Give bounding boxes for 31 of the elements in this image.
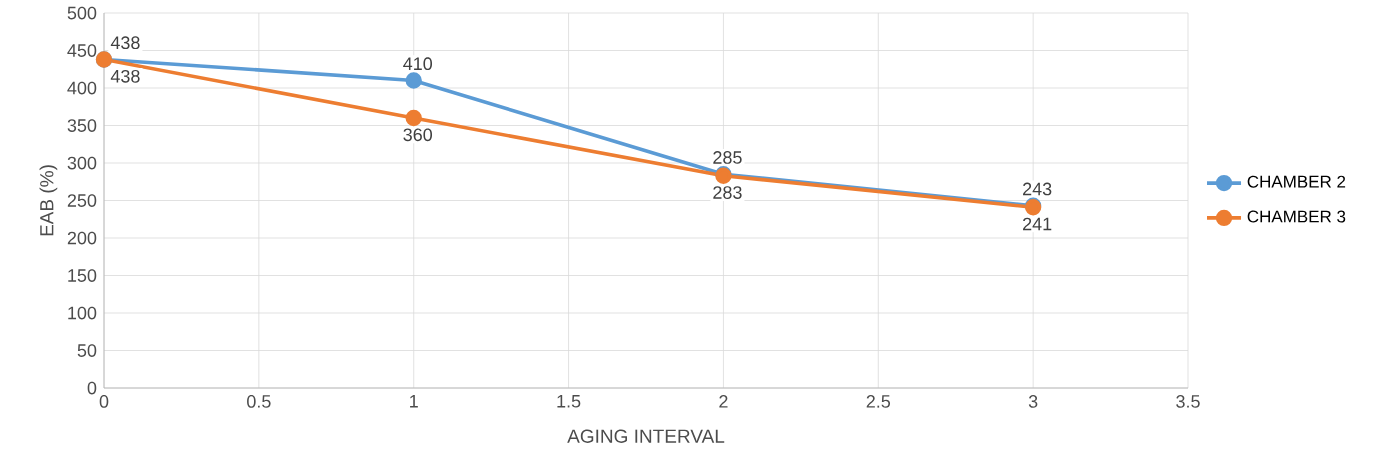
data-label: 438 [110,69,140,83]
y-tick-label: 450 [67,44,97,57]
legend-label: CHAMBER 3 [1247,210,1346,223]
x-tick-label: 2 [719,395,728,408]
data-label: 360 [403,128,433,142]
y-tick-label: 500 [67,6,97,20]
x-tick-label: 2.5 [866,395,891,408]
x-tick-label: 0.5 [247,395,271,408]
data-label: 438 [110,36,140,50]
legend-label: CHAMBER 2 [1247,175,1346,188]
y-axis-title: EAB (%) [39,165,58,236]
x-tick-label: 0 [99,395,109,408]
y-tick-label: 400 [67,81,97,95]
y-tick-label: 350 [67,119,97,132]
x-tick-label: 3.5 [1176,395,1200,408]
data-label: 283 [713,186,742,199]
data-label: 285 [713,151,742,164]
x-axis-title: AGING INTERVAL [567,429,725,443]
data-label: 241 [1023,217,1052,231]
data-label: 243 [1023,182,1052,196]
x-tick-label: 3 [1028,395,1038,408]
y-tick-label: 200 [67,231,97,245]
y-tick-label: 300 [67,156,97,170]
x-tick-label: 1 [410,395,418,408]
y-tick-label: 150 [68,269,97,282]
data-label: 410 [403,57,433,71]
y-tick-label: 50 [77,344,97,357]
y-tick-label: 250 [67,194,97,207]
y-tick-label: 100 [68,306,97,320]
x-tick-label: 1.5 [557,395,581,408]
y-tick-label: 0 [87,381,97,395]
